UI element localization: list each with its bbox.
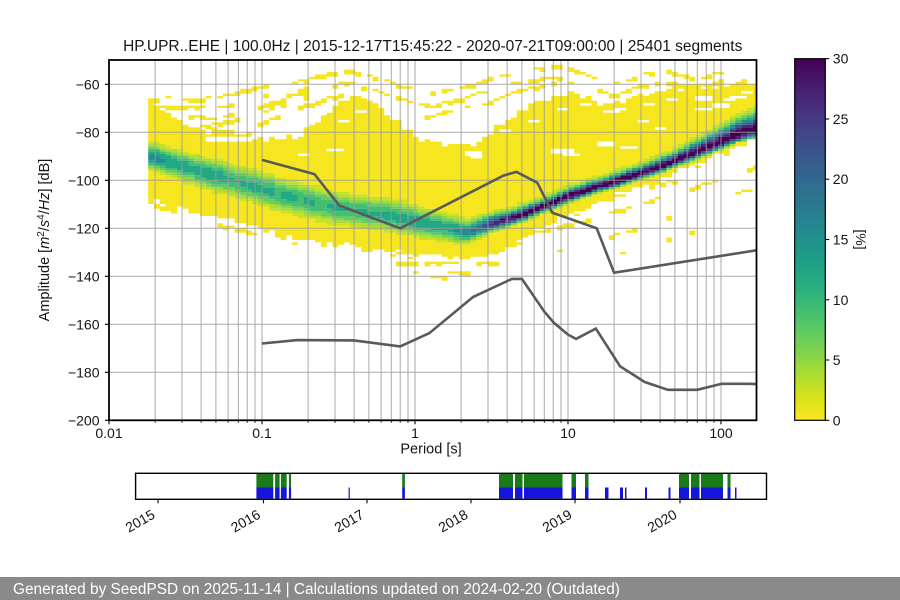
svg-text:−120: −120	[68, 220, 100, 236]
svg-text:−160: −160	[68, 316, 100, 332]
svg-text:−200: −200	[68, 412, 100, 428]
svg-text:25: 25	[833, 111, 849, 127]
svg-text:−180: −180	[68, 364, 100, 380]
svg-text:20: 20	[833, 171, 849, 187]
svg-text:−60: −60	[76, 76, 100, 92]
svg-text:0.1: 0.1	[252, 425, 272, 441]
svg-text:Period [s]: Period [s]	[400, 442, 461, 458]
svg-text:−100: −100	[68, 172, 100, 188]
svg-text:Generated by SeedPSD on 2025-1: Generated by SeedPSD on 2025-11-14 | Cal…	[13, 581, 620, 598]
svg-text:0.01: 0.01	[95, 425, 122, 441]
svg-text:5: 5	[833, 352, 841, 368]
svg-text:[%]: [%]	[853, 229, 869, 249]
svg-text:HP.UPR..EHE | 100.0Hz | 2015-1: HP.UPR..EHE | 100.0Hz | 2015-12-17T15:45…	[123, 38, 743, 55]
svg-text:−80: −80	[76, 124, 100, 140]
svg-text:15: 15	[833, 232, 849, 248]
svg-text:0: 0	[833, 412, 841, 428]
svg-text:30: 30	[833, 51, 849, 67]
svg-text:−140: −140	[68, 268, 100, 284]
svg-text:10: 10	[560, 425, 576, 441]
svg-text:10: 10	[833, 292, 849, 308]
svg-text:1: 1	[411, 425, 419, 441]
svg-text:100: 100	[709, 425, 733, 441]
svg-text:Amplitude [m2/s4/Hz] [dB]: Amplitude [m2/s4/Hz] [dB]	[36, 159, 54, 322]
